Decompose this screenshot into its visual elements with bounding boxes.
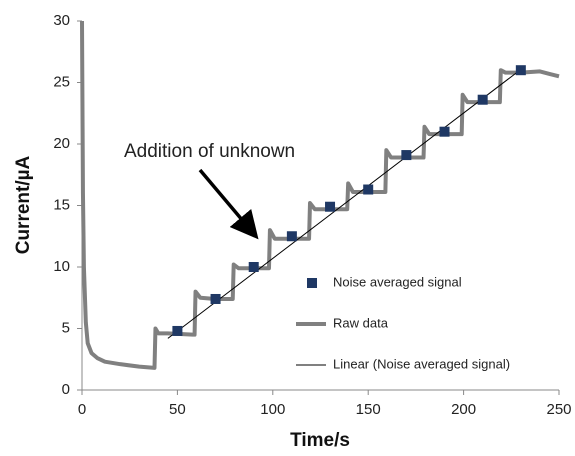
- data-point: [515, 65, 526, 76]
- data-point: [210, 293, 221, 304]
- data-point: [363, 184, 374, 195]
- x-tick-label: 250: [546, 401, 571, 418]
- x-tick-label: 150: [356, 401, 381, 418]
- x-tick-label: 0: [78, 401, 86, 418]
- legend: Noise averaged signal Raw data Linear (Noi…: [296, 274, 510, 371]
- series-line: [80, 20, 560, 370]
- data-point: [439, 126, 450, 137]
- legend-label: Raw data: [333, 315, 389, 330]
- y-tick-label: 25: [53, 73, 70, 90]
- legend-label: Noise averaged signal: [333, 274, 462, 289]
- data-point: [325, 201, 336, 212]
- y-tick-label: 5: [62, 319, 70, 336]
- series-line: [167, 66, 525, 339]
- y-tick-label: 15: [53, 196, 70, 213]
- data-point: [286, 231, 297, 242]
- y-axis-title: Current/µA: [13, 155, 34, 254]
- data-point: [172, 325, 183, 336]
- y-tick-label: 20: [53, 135, 70, 152]
- x-axis-title: Time/s: [290, 430, 350, 451]
- data-point: [401, 150, 412, 161]
- x-tick-label: 200: [451, 401, 476, 418]
- y-tick-label: 30: [53, 12, 70, 29]
- annotation-arrow: [198, 168, 259, 240]
- x-tick-label: 100: [260, 401, 285, 418]
- x-tick-label: 50: [169, 401, 186, 418]
- y-tick-label: 10: [53, 258, 70, 275]
- y-tick-label: 0: [62, 381, 70, 398]
- data-point: [248, 262, 259, 272]
- legend-label: Linear (Noise averaged signal): [333, 356, 510, 371]
- annotation: Addition of unknown: [124, 141, 295, 162]
- legend-swatch: [307, 278, 317, 288]
- data-point: [477, 94, 488, 105]
